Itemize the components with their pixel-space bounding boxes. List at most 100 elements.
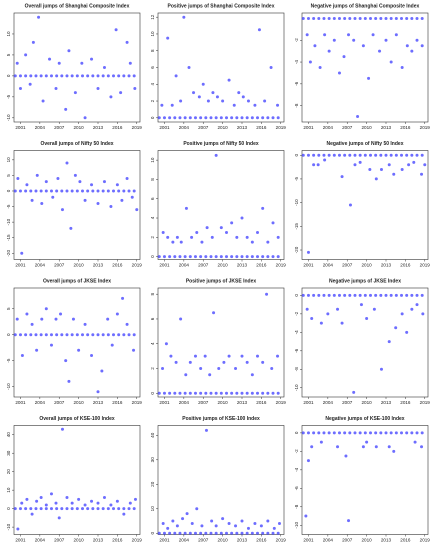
- point: [16, 527, 20, 531]
- point: [384, 293, 388, 297]
- panel-title: Positive jumps of Shanghai Composite Ind…: [168, 3, 275, 9]
- point: [65, 333, 69, 337]
- point: [60, 507, 64, 511]
- y-tick-label: 40: [6, 432, 11, 438]
- point: [250, 531, 254, 535]
- point: [65, 507, 69, 511]
- point: [41, 99, 45, 103]
- point: [365, 440, 369, 444]
- point: [337, 16, 341, 20]
- x-tick-label: 2016: [256, 263, 267, 268]
- point: [374, 177, 378, 181]
- point: [245, 531, 249, 535]
- plot-frame: [157, 425, 285, 535]
- point: [392, 449, 396, 453]
- point: [83, 503, 87, 507]
- point: [200, 524, 204, 528]
- point: [193, 391, 197, 395]
- point: [28, 82, 32, 86]
- point: [301, 431, 305, 435]
- point: [115, 499, 119, 503]
- point: [199, 116, 203, 120]
- point: [256, 230, 260, 234]
- point: [128, 61, 132, 65]
- point: [67, 379, 71, 383]
- point: [265, 292, 269, 296]
- point: [219, 226, 223, 230]
- point: [18, 507, 22, 511]
- point: [379, 431, 383, 435]
- point: [183, 255, 187, 259]
- x-tick-label: 2004: [35, 263, 46, 268]
- point: [49, 333, 53, 337]
- point: [188, 116, 192, 120]
- point: [374, 293, 378, 297]
- point: [310, 316, 314, 320]
- point: [24, 333, 28, 337]
- point: [29, 333, 33, 337]
- point: [127, 333, 131, 337]
- point: [353, 431, 357, 435]
- point: [49, 507, 53, 511]
- point: [190, 235, 194, 239]
- point: [115, 312, 119, 316]
- x-tick-label: 2001: [303, 263, 314, 268]
- y-tick-label: 4: [150, 83, 155, 86]
- point: [54, 501, 58, 505]
- point: [25, 312, 29, 316]
- point: [420, 44, 424, 48]
- y-tick-label: 6: [150, 66, 155, 69]
- point: [18, 189, 22, 193]
- point: [65, 161, 69, 165]
- point: [18, 86, 22, 90]
- point: [240, 391, 244, 395]
- point: [57, 516, 61, 520]
- panel-title: Overall jumps of Shanghai Composite Inde…: [25, 3, 130, 9]
- point: [44, 307, 48, 311]
- point: [420, 293, 424, 297]
- x-tick-label: 2007: [54, 125, 65, 130]
- point: [44, 189, 48, 193]
- point: [70, 333, 74, 337]
- point: [423, 163, 427, 167]
- point: [235, 391, 239, 395]
- point: [405, 293, 409, 297]
- point: [230, 116, 234, 120]
- point: [306, 153, 310, 157]
- point: [232, 103, 236, 107]
- point: [301, 153, 305, 157]
- x-tick-label: 2001: [15, 538, 26, 543]
- point: [127, 74, 131, 78]
- point: [188, 255, 192, 259]
- x-tick-label: 2010: [217, 538, 228, 543]
- point: [161, 367, 165, 371]
- point: [312, 16, 316, 20]
- point: [106, 507, 110, 511]
- point: [344, 454, 348, 458]
- y-tick-label: -8: [294, 103, 299, 108]
- y-tick-label: 0: [6, 507, 11, 510]
- y-tick-label: 20: [6, 469, 11, 475]
- point: [117, 507, 121, 511]
- point: [40, 317, 44, 321]
- point: [234, 524, 238, 528]
- point: [241, 95, 245, 99]
- point: [173, 391, 177, 395]
- y-tick-label: 40: [150, 432, 155, 438]
- point: [394, 33, 398, 37]
- y-tick-label: 5: [6, 307, 11, 310]
- point: [73, 173, 77, 177]
- x-tick-label: 2001: [159, 538, 170, 543]
- point: [15, 61, 19, 65]
- x-tick-label: 2016: [400, 263, 411, 268]
- point: [235, 235, 239, 239]
- point: [219, 255, 223, 259]
- y-tick-label: 6: [150, 317, 155, 320]
- x-tick-label: 2013: [381, 400, 392, 405]
- point: [221, 517, 225, 521]
- point: [102, 496, 106, 500]
- y-tick-label: -10: [6, 523, 11, 530]
- x-tick-label: 2016: [256, 125, 267, 130]
- x-tick-label: 2016: [112, 400, 123, 405]
- x-tick-label: 2019: [420, 538, 431, 543]
